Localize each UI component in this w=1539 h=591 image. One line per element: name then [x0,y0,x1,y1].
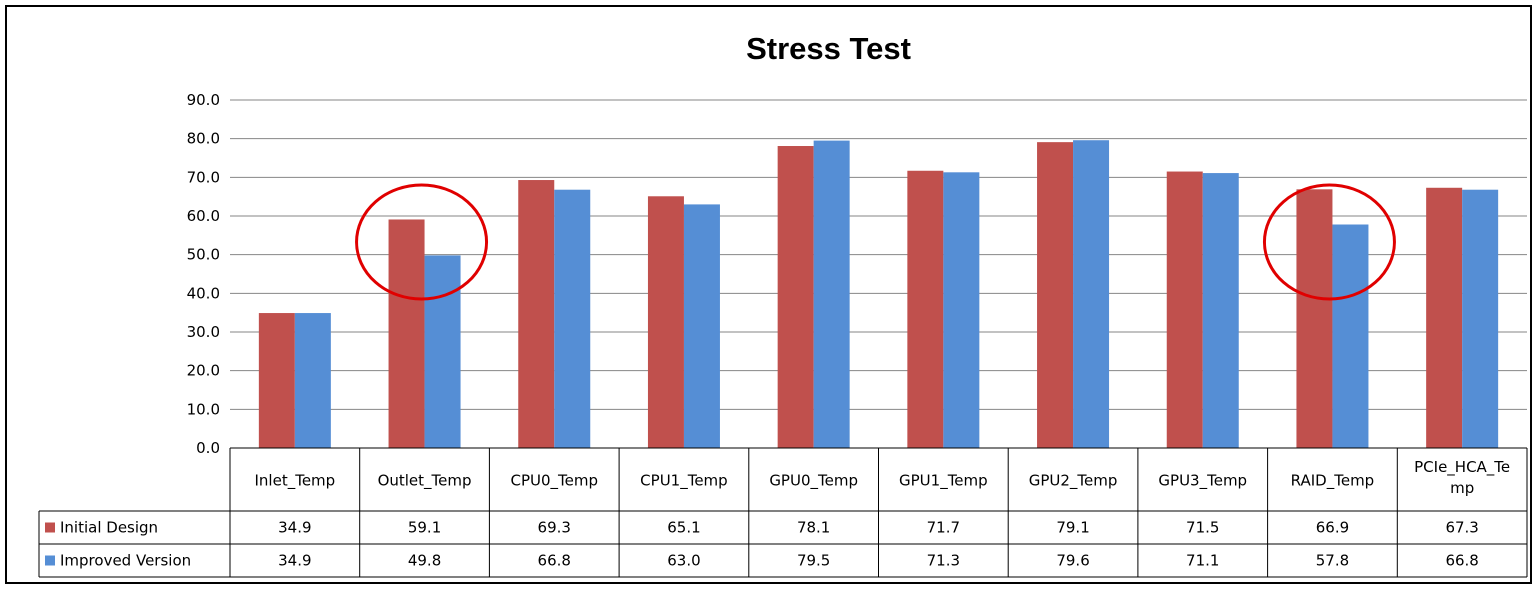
data-table-value: 59.1 [408,519,441,537]
category-label: GPU3_Temp [1158,472,1247,491]
y-tick-label: 80.0 [187,130,220,148]
bar-improved-pcie_hca_temp [1462,189,1499,448]
data-table-value: 78.1 [797,519,830,537]
data-table-value: 65.1 [667,519,700,537]
data-table-value: 63.0 [667,552,700,570]
data-table-value: 66.8 [1445,552,1478,570]
y-tick-label: 50.0 [187,246,220,264]
bar-initial-gpu0_temp [777,146,814,448]
legend-swatch [45,555,55,566]
bar-initial-cpu1_temp [647,196,684,448]
bar-improved-gpu3_temp [1202,173,1239,448]
data-table-value: 71.5 [1186,519,1219,537]
bar-improved-gpu1_temp [943,172,980,448]
data-table-value: 66.8 [538,552,571,570]
bar-initial-inlet_temp [258,313,295,448]
chart-title: Stress Test [746,31,911,66]
data-table: Inlet_Temp Outlet_Temp CPU0_Temp CPU1_Temp G… [38,447,1528,578]
legend-label: Improved Version [60,552,191,570]
data-table-value: 79.6 [1056,552,1089,570]
y-tick-label: 60.0 [187,207,220,225]
category-label: CPU1_Temp [640,472,728,491]
category-label: Inlet_Temp [255,472,336,491]
y-tick-label: 30.0 [187,323,220,341]
category-label: GPU0_Temp [769,472,858,491]
data-table-value: 79.1 [1056,519,1089,537]
data-table-value: 34.9 [278,552,311,570]
category-label: CPU0_Temp [510,472,598,491]
data-table-value: 34.9 [278,519,311,537]
category-label: mp [1450,479,1474,497]
category-label: Outlet_Temp [378,472,472,491]
legend-swatch [45,522,55,533]
data-table-value: 71.3 [927,552,960,570]
bar-improved-gpu0_temp [813,140,850,448]
bar-improved-inlet_temp [294,313,331,448]
bar-initial-outlet_temp [388,219,425,448]
stress-test-chart: Stress Test 0.0 10.0 20.0 30.0 40.0 50.0 60.0 7… [38,31,1528,578]
category-label: RAID_Temp [1291,472,1375,491]
y-tick-label: 0.0 [196,439,220,457]
highlight-circle [355,183,489,301]
category-label: PCIe_HCA_Te [1414,458,1510,477]
category-label: GPU1_Temp [899,472,988,491]
bar-initial-cpu0_temp [518,180,555,449]
data-table-value: 57.8 [1316,552,1349,570]
data-table-value: 71.7 [927,519,960,537]
chart-frame: Stress Test 0.0 10.0 20.0 30.0 40.0 50.0 60.0 7… [5,5,1532,584]
bar-improved-raid_temp [1332,224,1369,448]
y-tick-label: 10.0 [187,400,220,418]
data-table-value: 49.8 [408,552,441,570]
data-table-value: 71.1 [1186,552,1219,570]
annotations [355,183,1396,301]
highlight-circle [1262,183,1396,301]
y-tick-label: 70.0 [187,168,220,186]
y-tick-label: 90.0 [187,91,220,109]
bar-improved-cpu0_temp [554,189,591,448]
y-tick-label: 20.0 [187,362,220,380]
bar-initial-pcie_hca_temp [1426,187,1463,449]
data-table-value: 67.3 [1445,519,1478,537]
bar-improved-gpu2_temp [1073,140,1110,449]
bar-initial-gpu3_temp [1166,171,1203,449]
bar-initial-gpu2_temp [1037,142,1074,448]
bar-improved-cpu1_temp [683,204,720,448]
legend-label: Initial Design [60,519,158,537]
data-table-value: 66.9 [1316,519,1349,537]
category-label: GPU2_Temp [1029,472,1118,491]
data-table-value: 79.5 [797,552,830,570]
bar-initial-gpu1_temp [907,170,944,448]
bar-initial-raid_temp [1296,189,1333,448]
y-axis-ticks: 0.0 10.0 20.0 30.0 40.0 50.0 60.0 70.0 80.0 90.0 [187,91,220,457]
bar-improved-outlet_temp [424,255,461,448]
y-tick-label: 40.0 [187,284,220,302]
bars [258,140,1499,449]
data-table-value: 69.3 [538,519,571,537]
